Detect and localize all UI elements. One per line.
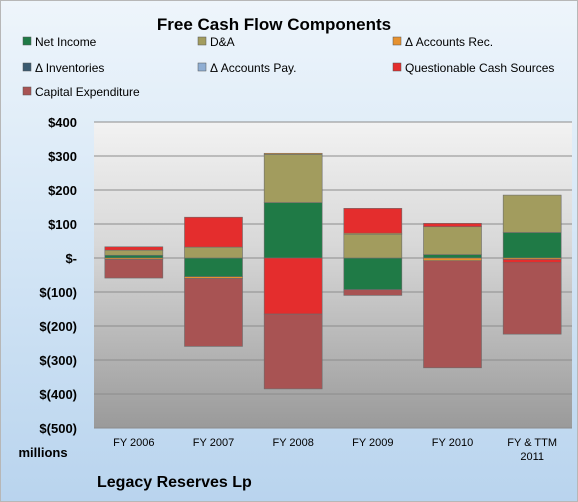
bar-net-income-fy-2009 [343,257,403,290]
y-tick-label: $(100) [39,285,77,300]
legend-label-capital-expenditure: Capital Expenditure [35,85,140,99]
legend-swatch-inventories [22,62,32,72]
y-tick-label: $(200) [39,319,77,334]
bar-capital-expenditure-fy-ttm-2011 [502,262,562,335]
bar-capital-expenditure-fy-2008 [263,313,323,390]
legend-swatch-questionable-cash-sources [392,62,402,72]
legend-swatch-accounts-rec [392,36,402,46]
bar-questionable-cash-sources-fy-2010 [423,223,482,228]
company-name: Legacy Reserves Lp [97,474,252,491]
bar-net-income-fy-2008 [263,202,323,259]
bar-net-income-fy-ttm-2011 [502,232,562,259]
y-tick-label: $100 [48,217,77,232]
y-tick-label: $400 [48,115,77,130]
bar-questionable-cash-sources-fy-2008 [263,257,323,315]
units-label: millions [18,445,67,460]
chart-title: Free Cash Flow Components [157,15,391,34]
x-tick-label: FY 2008 [272,437,313,449]
bar-net-income-fy-2010 [423,254,482,259]
bar-d-a-fy-2006 [104,249,164,256]
bar-capital-expenditure-fy-2006 [104,259,164,279]
y-tick-label: $(400) [39,387,77,402]
bar-net-income-fy-2007 [184,257,243,278]
x-tick-label: FY 2006 [113,437,154,449]
legend-label-questionable-cash-sources: Questionable Cash Sources [405,61,554,75]
bar-net-income-fy-2006 [104,254,164,259]
y-axis-ticks: $400 $300 $200 $100 $- $(100) $(200) $(300) $(40… [39,115,77,436]
y-tick-label: $- [65,251,77,266]
bar-d-a-fy-2008 [263,154,323,203]
x-tick-label: FY 2010 [432,437,473,449]
bar-questionable-cash-sources-fy-ttm-2011 [502,259,562,264]
legend-label-accounts-rec: Δ Accounts Rec. [405,35,493,49]
bars [104,152,562,390]
plot-area [94,122,572,428]
y-tick-label: $200 [48,183,77,198]
bar-questionable-cash-sources-fy-2009 [343,208,403,234]
bar-d-a-fy-2010 [423,226,482,255]
legend-label-accounts-pay: Δ Accounts Pay. [210,61,297,75]
legend-swatch-capital-expenditure [22,86,32,96]
bar-accounts-rec-fy-2010 [423,257,482,262]
x-tick-label: FY 2007 [193,437,234,449]
legend-swatch-accounts-pay [197,62,207,72]
bar-capital-expenditure-fy-2010 [423,260,482,369]
y-tick-label: $(300) [39,353,77,368]
legend: Net Income D&A Δ Accounts Rec. Δ Inventorie… [22,35,554,99]
y-tick-label: $(500) [39,421,77,436]
bar-questionable-cash-sources-fy-2006 [104,246,164,251]
legend-label-inventories: Δ Inventories [35,61,104,75]
bar-d-a-fy-2007 [184,246,243,259]
legend-swatch-net-income [22,36,32,46]
legend-label-d-a: D&A [210,35,235,49]
bar-capital-expenditure-fy-2007 [184,278,243,347]
bar-accounts-rec-fy-2008 [263,152,323,155]
x-axis-ticks: FY 2006 FY 2007 FY 2008 FY 2009 FY 2010 FY & … [113,437,557,463]
bar-questionable-cash-sources-fy-2007 [184,216,243,248]
legend-swatch-d-a [197,36,207,46]
x-tick-label: FY 2009 [352,437,393,449]
bar-d-a-fy-2009 [343,233,403,259]
x-tick-label: FY & TTM 2011 [507,437,557,463]
bar-d-a-fy-ttm-2011 [502,194,562,233]
legend-label-net-income: Net Income [35,35,97,49]
bar-capital-expenditure-fy-2009 [343,289,403,296]
gridlines [94,121,572,429]
y-tick-label: $300 [48,149,77,164]
